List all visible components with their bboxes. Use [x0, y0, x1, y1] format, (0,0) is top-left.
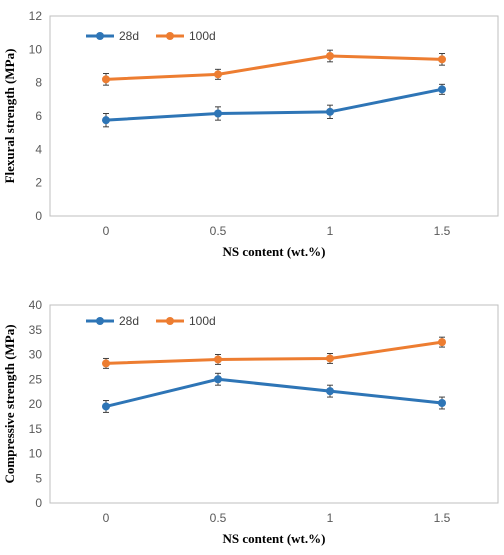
- y-axis-title: Flexural strength (MPa): [2, 49, 17, 184]
- legend-marker: [96, 317, 104, 325]
- series-line: [105, 54, 443, 81]
- y-tick-label: 2: [35, 176, 42, 190]
- series-28d: [102, 83, 446, 128]
- y-tick-label: 4: [35, 142, 42, 156]
- legend-marker: [166, 317, 174, 325]
- data-point: [214, 375, 222, 384]
- legend-label: 100d: [189, 29, 216, 43]
- plot-area: [49, 15, 499, 217]
- legend-label: 100d: [189, 314, 216, 328]
- x-tick-label: 1: [327, 224, 334, 238]
- data-point: [326, 107, 334, 116]
- y-tick-label: 20: [29, 397, 43, 411]
- x-tick-label: 0: [103, 511, 110, 525]
- legend-label: 28d: [119, 29, 139, 43]
- x-tick-label: 0: [103, 224, 110, 238]
- data-point: [438, 399, 446, 408]
- y-tick-label: 10: [29, 42, 43, 56]
- x-axis-title: NS content (wt.%): [223, 531, 326, 546]
- y-tick-label: 10: [29, 447, 43, 461]
- y-tick-label: 25: [29, 372, 43, 386]
- x-tick-label: 1: [327, 511, 334, 525]
- flexural-strength-chart: 0 2 4 6 8 10 12 0 0.5 1 1.5 NS content (wt.%) Flexur…: [0, 0, 504, 270]
- data-point: [438, 338, 446, 347]
- y-tick-label: 5: [35, 471, 42, 485]
- data-point: [214, 70, 222, 79]
- data-point: [214, 109, 222, 118]
- y-axis-title: Compressive strength (MPa): [2, 324, 17, 483]
- x-axis-title: NS content (wt.%): [223, 244, 326, 259]
- y-tick-label: 12: [29, 9, 43, 23]
- series-line: [105, 87, 443, 122]
- series-line: [105, 340, 443, 365]
- series-28d: [102, 372, 446, 413]
- series-100d: [102, 49, 446, 86]
- y-tick-label: 35: [29, 323, 43, 337]
- legend-marker: [166, 32, 174, 40]
- data-point: [102, 402, 110, 411]
- x-tick-label: 1.5: [434, 224, 451, 238]
- legend-label: 28d: [119, 314, 139, 328]
- compressive-strength-chart-svg: 0 5 10 15 20 25 30 35 40 0 0.5 1 1.5 NS content (wt.%…: [2, 298, 499, 546]
- x-tick-label: 0.5: [210, 511, 227, 525]
- data-point: [326, 387, 334, 396]
- data-point: [102, 75, 110, 84]
- y-tick-label: 8: [35, 76, 42, 90]
- plot-area: [49, 304, 499, 504]
- series-line: [105, 377, 443, 408]
- data-point: [214, 355, 222, 364]
- data-point: [326, 354, 334, 363]
- x-tick-label: 1.5: [434, 511, 451, 525]
- y-tick-label: 30: [29, 348, 43, 362]
- data-point: [438, 85, 446, 94]
- y-tick-label: 15: [29, 422, 43, 436]
- compressive-strength-chart: 0 5 10 15 20 25 30 35 40 0 0.5 1 1.5 NS content (wt.%…: [0, 280, 504, 550]
- data-point: [102, 359, 110, 368]
- series-100d: [102, 336, 446, 369]
- data-point: [326, 52, 334, 60]
- y-tick-label: 0: [35, 209, 42, 223]
- legend-marker: [96, 32, 104, 40]
- flexural-strength-chart-svg: 0 2 4 6 8 10 12 0 0.5 1 1.5 NS content (wt.%) Flexur…: [2, 9, 499, 259]
- y-tick-label: 40: [29, 298, 43, 312]
- y-tick-label: 0: [35, 496, 42, 510]
- x-tick-label: 0.5: [210, 224, 227, 238]
- data-point: [438, 55, 446, 64]
- y-tick-label: 6: [35, 109, 42, 123]
- data-point: [102, 116, 110, 125]
